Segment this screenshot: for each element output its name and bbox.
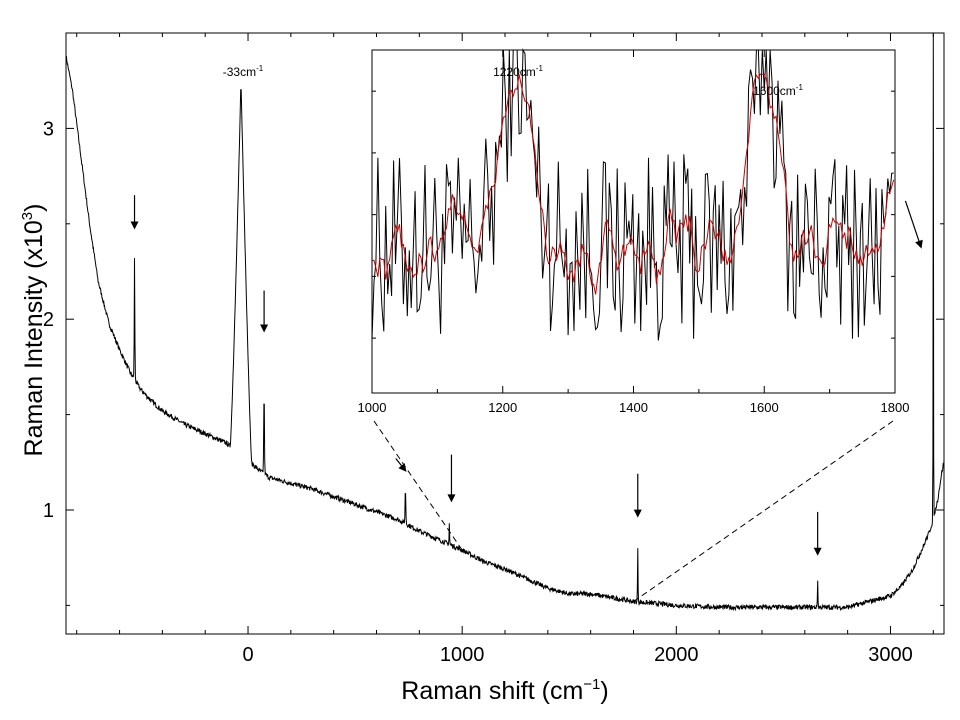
inset-x-tick-label: 1000 [358, 400, 387, 415]
peak-arrow-head [447, 494, 456, 503]
x-axis-label: Raman shift (cm−1) [401, 676, 608, 705]
inset-peak-label-1600: 1600cm-1 [753, 83, 803, 98]
y-axis-label: Raman Intensity (x103) [19, 204, 48, 457]
y-tick-label: 3 [43, 118, 54, 140]
peak-arrow-head [260, 324, 269, 333]
x-tick-label: 0 [242, 644, 253, 666]
main-series [65, 32, 945, 612]
inset-peak-label-1220: 1220cm-1 [493, 64, 543, 79]
zoom-line-right [633, 420, 894, 602]
inset-series [371, 48, 895, 341]
inset-x-tick-label: 1600 [750, 400, 779, 415]
y-tick-label: 2 [43, 309, 54, 331]
x-tick-label: 2000 [654, 644, 699, 666]
diagonal-arrow-shaft [395, 458, 402, 466]
diagonal-arrow-shaft [904, 200, 920, 242]
x-tick-label: 3000 [868, 644, 913, 666]
peak-arrow-head [633, 509, 642, 518]
main-ticks [66, 32, 944, 634]
main-tick-labels: 0 1000 2000 3000 1 2 3 [43, 118, 913, 666]
inset-raw-line [371, 48, 894, 341]
diagonal-arrow-head [915, 239, 923, 249]
inset-x-tick-label: 1800 [881, 400, 910, 415]
zoom-connector-lines [373, 420, 894, 602]
inset-tick-labels: 1000 1200 1400 1600 1800 [358, 400, 910, 415]
zoom-line-left [373, 420, 463, 551]
inset-x-tick-label: 1200 [488, 400, 517, 415]
inset-plot: 1000 1200 1400 1600 1800 1220cm-1 1600cm-1 [358, 48, 910, 415]
inset-x-tick-label: 1400 [619, 400, 648, 415]
y-tick-label: 1 [43, 500, 54, 522]
main-spectrum-line [65, 32, 945, 612]
peak-arrow-head [130, 221, 139, 230]
x-tick-label: 1000 [440, 644, 485, 666]
inset-smoothed-line [371, 73, 895, 295]
peak-arrow-head [813, 547, 822, 556]
inset-ticks [371, 50, 896, 393]
peak-label-minus33: -33cm-1 [223, 64, 264, 79]
